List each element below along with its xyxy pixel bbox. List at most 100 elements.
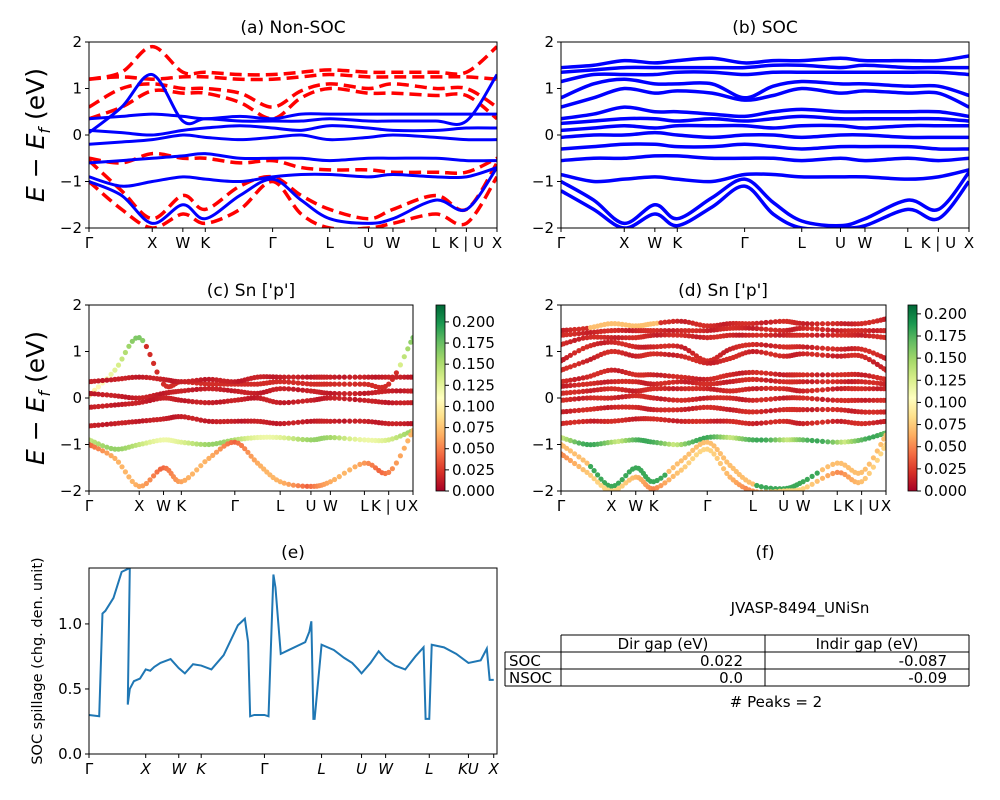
projection-point bbox=[104, 444, 110, 450]
colorbar-tick-label: 0.050 bbox=[924, 438, 967, 456]
spillage-line bbox=[89, 568, 494, 720]
projection-point bbox=[682, 386, 688, 392]
projection-point bbox=[189, 440, 196, 447]
projection-point bbox=[814, 438, 820, 444]
projection-point bbox=[674, 343, 680, 349]
projection-point bbox=[572, 408, 578, 414]
projection-point bbox=[658, 332, 664, 338]
projection-point bbox=[361, 460, 367, 466]
projection-point bbox=[763, 489, 769, 491]
projection-point bbox=[300, 436, 306, 443]
projection-point bbox=[580, 335, 586, 341]
projection-point bbox=[286, 399, 292, 406]
projection-point bbox=[332, 435, 338, 441]
projection-point bbox=[809, 396, 815, 402]
projection-point bbox=[768, 385, 774, 391]
soc-band bbox=[561, 123, 969, 133]
soc-band bbox=[561, 105, 969, 121]
projection-point bbox=[819, 387, 826, 393]
projection-point bbox=[686, 386, 692, 392]
x-tick-label: KU bbox=[458, 760, 479, 778]
projection-point bbox=[336, 418, 342, 424]
projection-point bbox=[881, 445, 886, 451]
peaks-count: # Peaks = 2 bbox=[730, 693, 822, 711]
projection-point bbox=[754, 386, 760, 392]
table-header-dir: Dir gap (eV) bbox=[618, 635, 709, 653]
projection-point bbox=[95, 441, 101, 447]
projection-point bbox=[572, 376, 578, 383]
projection-point bbox=[674, 379, 680, 385]
projection-point bbox=[682, 374, 688, 381]
projection-point bbox=[809, 372, 815, 378]
projection-point bbox=[772, 489, 778, 491]
projection-point bbox=[580, 388, 586, 394]
projection-point bbox=[714, 446, 720, 453]
panel-f: (f) JVASP-8494_UNiSn Dir gap (eV) Indir … bbox=[504, 543, 970, 711]
projection-point bbox=[654, 328, 660, 334]
projection-point bbox=[866, 333, 872, 339]
projection-point bbox=[750, 376, 756, 382]
projection-point bbox=[202, 381, 208, 387]
projection-point bbox=[410, 400, 413, 406]
projection-point bbox=[666, 407, 672, 413]
panel-b-title: (b) SOC bbox=[732, 18, 798, 38]
x-tick-label: X bbox=[619, 234, 629, 252]
projection-point bbox=[750, 421, 756, 427]
projection-point bbox=[405, 438, 411, 444]
projection-point bbox=[206, 386, 212, 392]
projection-point bbox=[830, 386, 836, 392]
projection-point bbox=[754, 409, 760, 415]
x-tick-label: L bbox=[317, 760, 325, 778]
projection-point bbox=[347, 396, 353, 402]
projection-point bbox=[717, 460, 724, 467]
y-tick-label: −1 bbox=[532, 436, 554, 454]
projection-point bbox=[750, 321, 756, 327]
projection-point bbox=[883, 432, 886, 438]
projection-point bbox=[800, 332, 806, 338]
projection-point bbox=[674, 386, 680, 392]
projection-point bbox=[814, 332, 820, 338]
projection-point bbox=[119, 464, 125, 470]
projection-point bbox=[277, 374, 283, 380]
projection-point bbox=[572, 350, 578, 356]
projection-point bbox=[580, 326, 586, 332]
projection-point bbox=[670, 441, 676, 448]
x-tick-label: K bbox=[649, 497, 660, 515]
projection-point bbox=[213, 386, 220, 392]
projection-point bbox=[576, 336, 582, 342]
projection-point bbox=[859, 479, 865, 485]
projection-point bbox=[866, 319, 872, 326]
projection-point bbox=[347, 381, 353, 387]
y-tick-label: 2 bbox=[544, 296, 554, 314]
soc-band bbox=[561, 70, 969, 84]
projection-point bbox=[393, 400, 399, 406]
projection-point bbox=[834, 372, 840, 378]
projection-point bbox=[763, 485, 769, 491]
projection-point bbox=[870, 374, 877, 380]
projection-point bbox=[352, 464, 358, 470]
projection-point bbox=[754, 320, 760, 326]
panel-c-colorbar bbox=[435, 304, 446, 492]
projection-point bbox=[281, 400, 287, 406]
projection-point bbox=[221, 443, 227, 449]
colorbar-tick-label: 0.075 bbox=[452, 419, 495, 437]
projection-point bbox=[814, 387, 820, 393]
projection-point bbox=[217, 381, 223, 387]
projection-point bbox=[819, 372, 826, 378]
projection-point bbox=[281, 379, 287, 385]
projection-point bbox=[768, 327, 774, 333]
projection-point bbox=[619, 483, 625, 489]
projection-point bbox=[834, 418, 840, 424]
projection-point bbox=[678, 318, 684, 324]
projection-point bbox=[662, 351, 668, 357]
projection-point bbox=[564, 455, 570, 461]
projection-point bbox=[750, 409, 756, 415]
panel-f-title: (f) bbox=[755, 543, 774, 563]
projection-point bbox=[754, 341, 760, 348]
projection-point bbox=[682, 406, 688, 412]
projection-point bbox=[830, 470, 836, 477]
projection-point bbox=[332, 374, 338, 380]
colorbar-tick-label: 0.100 bbox=[924, 393, 967, 411]
projection-point bbox=[119, 356, 125, 362]
